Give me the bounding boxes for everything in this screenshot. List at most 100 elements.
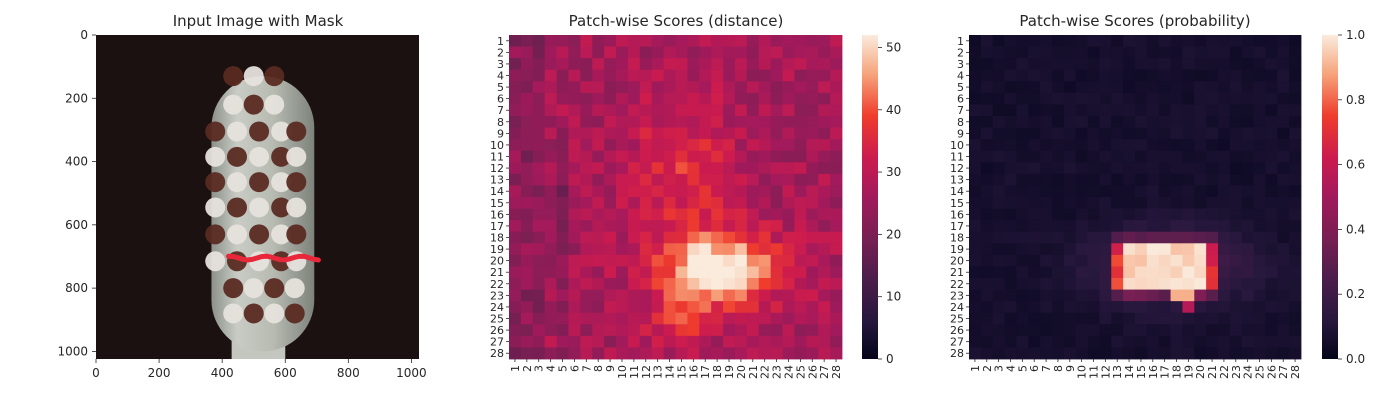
heatmap-cell: [1253, 312, 1266, 325]
heatmap-cell: [1075, 35, 1088, 47]
heatmap-cell: [1158, 278, 1171, 290]
heatmap-cell: [992, 81, 1005, 94]
heatmap-cell: [1111, 139, 1124, 152]
heatmap-cell: [992, 312, 1005, 325]
heatmap-cell: [1158, 266, 1171, 279]
heatmap-cell: [1087, 127, 1100, 140]
heatmap-cell: [770, 58, 783, 71]
heatmap-cell: [1158, 69, 1171, 82]
heatmap-cell: [592, 127, 605, 140]
heatmap-cell: [568, 324, 581, 337]
heatmap-cell: [687, 139, 700, 152]
heatmap-cell: [830, 81, 843, 94]
heatmap-cell: [1040, 208, 1053, 221]
heatmap-cell: [1063, 139, 1077, 152]
heatmap-cell: [675, 35, 688, 47]
heatmap-cell: [627, 162, 641, 175]
heatmap-cell: [1040, 220, 1053, 233]
heatmap-cell: [980, 347, 994, 360]
heatmap-cell: [592, 139, 605, 152]
heatmap-cell: [509, 127, 522, 140]
heatmap-cell: [1135, 150, 1148, 163]
heatmap-cell: [1206, 220, 1219, 233]
heatmap-cell: [980, 266, 994, 279]
heatmap-cell: [651, 231, 664, 244]
heatmap-cell: [544, 185, 557, 198]
x-tick-label: 1: [509, 365, 522, 372]
heatmap-cell: [770, 185, 783, 198]
heatmap-cell: [1158, 104, 1171, 117]
heatmap-cell: [1111, 335, 1124, 348]
heatmap-cell: [699, 150, 712, 163]
heatmap-cell: [782, 139, 795, 152]
heatmap-cell: [520, 231, 534, 244]
heatmap-cell: [616, 92, 629, 105]
heatmap-cell: [1218, 208, 1231, 221]
heatmap-cell: [1277, 335, 1290, 348]
heatmap-cell: [520, 254, 534, 267]
heatmap-cell: [1028, 254, 1041, 267]
bristle-tuft: [249, 172, 270, 193]
heatmap-cell: [639, 208, 653, 221]
y-tick-label: 24: [950, 301, 964, 314]
heatmap-cell: [1158, 220, 1171, 233]
heatmap-cell: [723, 173, 736, 186]
heatmap-cell: [1075, 116, 1088, 128]
heatmap-cell: [1004, 231, 1017, 244]
heatmap-cell: [592, 301, 605, 314]
heatmap-cell: [627, 335, 641, 348]
heatmap-cell: [806, 335, 819, 348]
x-tick-label: 9: [604, 365, 617, 372]
heatmap-cell: [1277, 301, 1290, 314]
heatmap-cell: [532, 220, 546, 233]
heatmap-cell: [699, 46, 712, 59]
heatmap-cell: [1075, 208, 1088, 221]
heatmap-cell: [627, 220, 641, 233]
heatmap-cell: [794, 301, 807, 314]
x-tick-label: 2: [521, 365, 534, 372]
heatmap-cell: [687, 324, 700, 337]
heatmap-cell: [1277, 185, 1290, 198]
heatmap-cell: [1040, 243, 1053, 256]
bristle-tuft: [249, 146, 270, 167]
heatmap-cell: [1158, 92, 1171, 105]
heatmap-cell: [1135, 116, 1148, 128]
y-tick-label: 11: [490, 151, 504, 164]
heatmap-cell: [580, 35, 593, 47]
heatmap-cell: [818, 81, 831, 94]
heatmap-cell: [711, 197, 724, 209]
heatmap-cell: [556, 312, 569, 325]
heatmap-cell: [1111, 347, 1124, 360]
heatmap-cell: [687, 197, 700, 209]
x-tick-label: 20: [1194, 365, 1207, 379]
y-tick-label: 400: [65, 155, 88, 169]
heatmap-cell: [1289, 254, 1302, 267]
heatmap-cell: [782, 243, 795, 256]
heatmap-cell: [627, 92, 641, 105]
heatmap-cell: [830, 243, 843, 256]
heatmap-cell: [604, 35, 617, 47]
heatmap-cell: [1135, 324, 1148, 337]
heatmap-cell: [1004, 208, 1017, 221]
heatmap-cell: [1146, 69, 1160, 82]
heatmap-cell: [1289, 347, 1302, 360]
x-tick-label: 8: [592, 365, 605, 372]
heatmap-cell: [969, 58, 982, 71]
x-tick-label: 19: [1182, 365, 1195, 379]
heatmap-cell: [1063, 46, 1077, 59]
heatmap-cell: [1182, 127, 1195, 140]
heatmap-cell: [1218, 104, 1231, 117]
heatmap-cell: [1206, 266, 1219, 279]
heatmap-cell: [1253, 150, 1266, 163]
heatmap-cell: [651, 92, 664, 105]
heatmap-cell: [1265, 173, 1278, 186]
heatmap-cell: [806, 208, 819, 221]
heatmap-cell: [794, 243, 807, 256]
heatmap-cell: [1063, 173, 1077, 186]
heatmap-cell: [818, 278, 831, 290]
heatmap-cell: [1265, 312, 1278, 325]
heatmap-cell: [830, 347, 843, 360]
heatmap-cell: [699, 301, 712, 314]
heatmap-cell: [627, 173, 641, 186]
y-tick-label: 600: [65, 218, 88, 232]
